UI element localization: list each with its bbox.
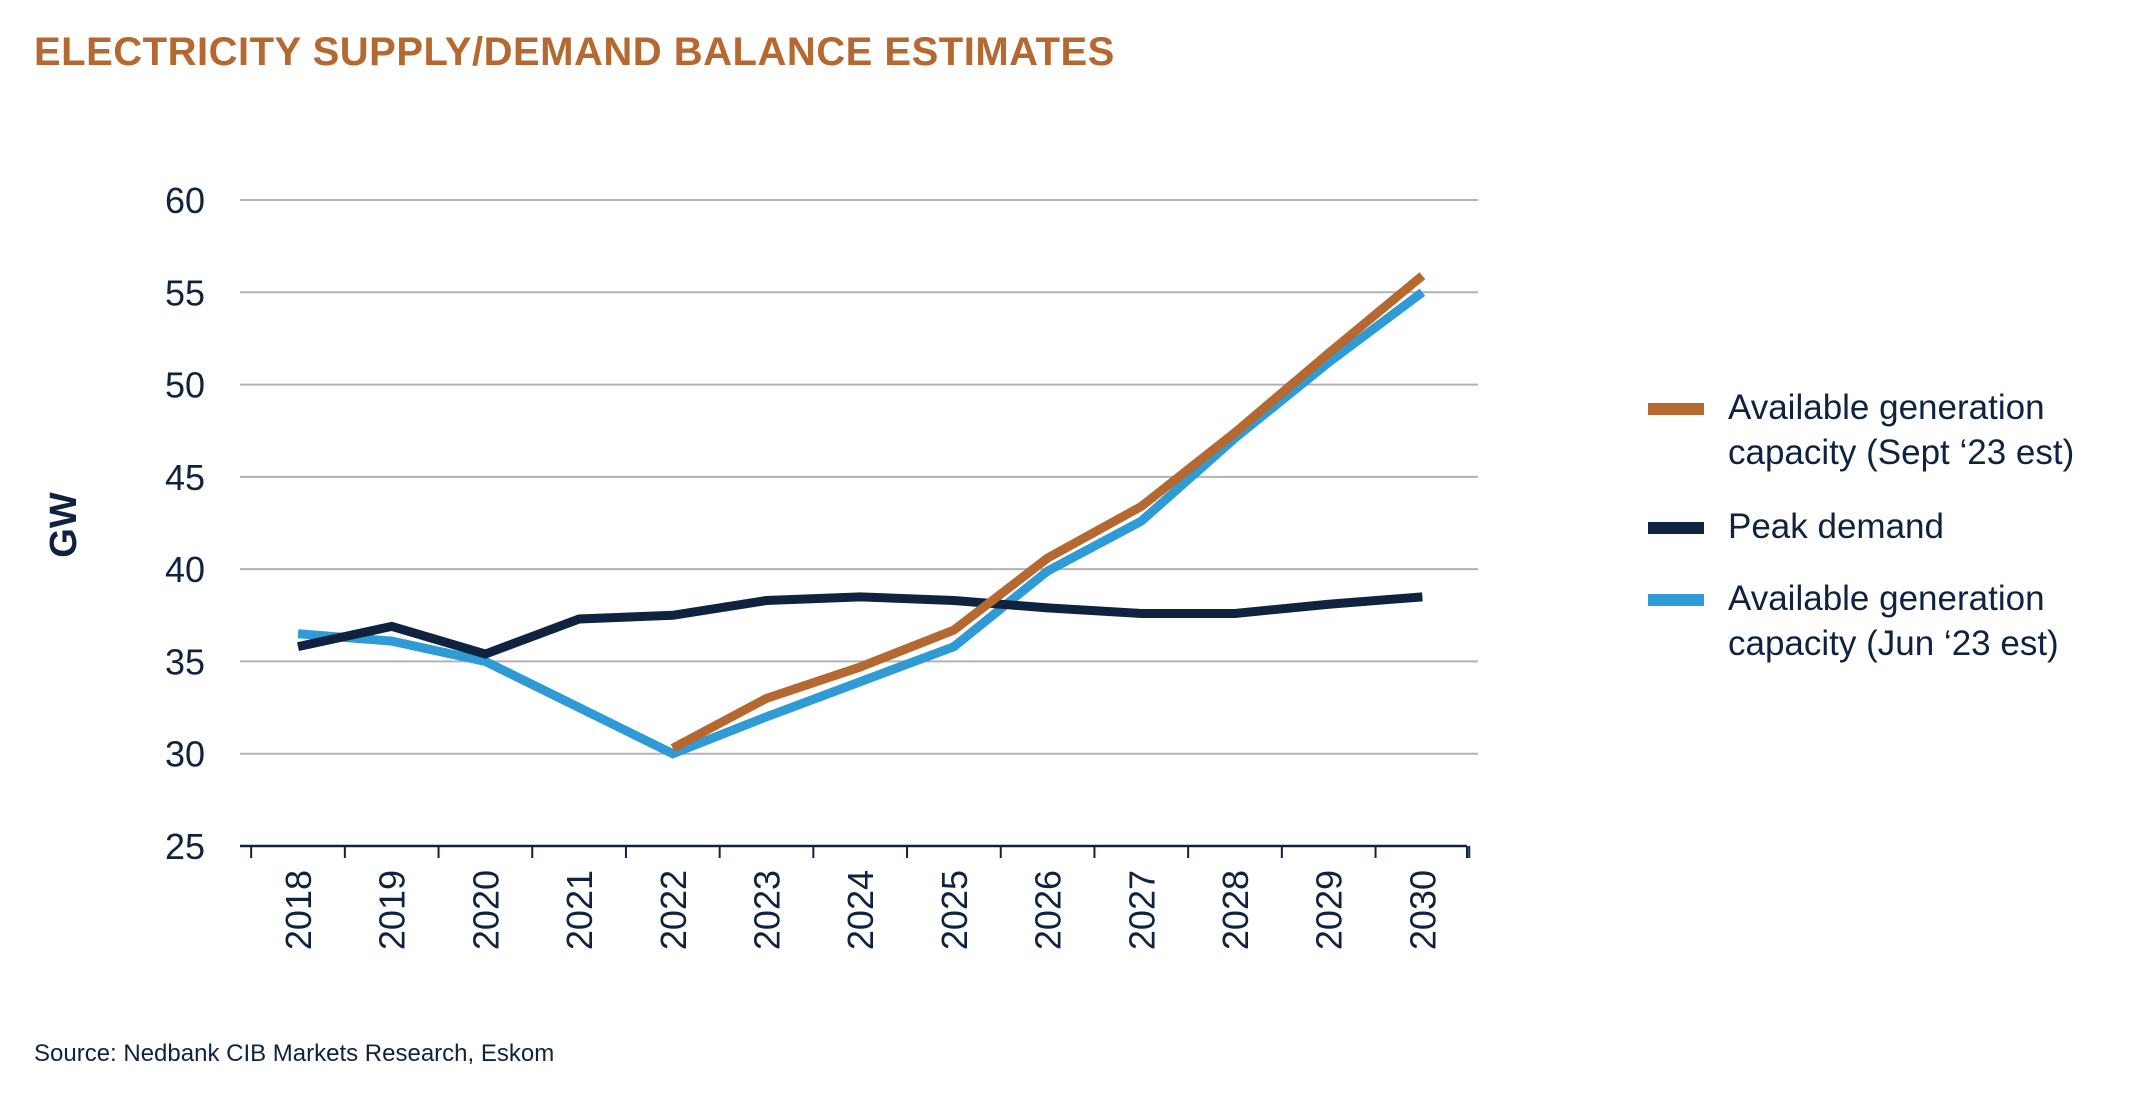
legend-swatch	[1648, 403, 1704, 415]
x-tick-label: 2020	[465, 870, 506, 950]
x-tick-label: 2030	[1402, 870, 1443, 950]
x-tick-label: 2021	[559, 870, 600, 950]
series-line-0	[670, 272, 1426, 753]
y-axis-label: GW	[43, 492, 85, 558]
x-tick-label: 2018	[278, 870, 319, 950]
series-line-1	[297, 592, 1423, 659]
chart-title: ELECTRICITY SUPPLY/DEMAND BALANCE ESTIMA…	[34, 30, 1115, 74]
line-chart: 25 30 35 40 45 50 55 60 2018 2019 2020 2021 2022 2023…	[43, 180, 1478, 950]
y-tick-label: 30	[165, 734, 205, 775]
y-tick-label: 50	[165, 365, 205, 406]
x-tick-label: 2024	[840, 870, 881, 950]
y-tick-label: 60	[165, 180, 205, 221]
x-tick-label: 2025	[934, 870, 975, 950]
x-tick-label: 2029	[1309, 870, 1350, 950]
y-tick-label: 55	[165, 272, 205, 313]
x-tick-label: 2026	[1028, 870, 1069, 950]
legend-label: Available generation capacity (Sept ‘23 …	[1728, 388, 2075, 472]
source-note: Source: Nedbank CIB Markets Research, Es…	[34, 1040, 555, 1067]
x-tick-label: 2023	[747, 870, 788, 950]
legend-swatch	[1648, 522, 1704, 534]
legend-item-jun-capacity: Available generation capacity (Jun ‘23 e…	[1648, 576, 2128, 666]
legend-swatch	[1648, 594, 1704, 606]
legend-item-sept-capacity: Available generation capacity (Sept ‘23 …	[1648, 385, 2128, 475]
x-tick-label: 2028	[1215, 870, 1256, 950]
legend-label: Available generation capacity (Jun ‘23 e…	[1728, 579, 2059, 663]
y-tick-label: 35	[165, 641, 205, 682]
x-tick-label: 2019	[372, 870, 413, 950]
series-line-2	[297, 288, 1426, 759]
y-tick-label: 45	[165, 457, 205, 498]
legend-item-peak-demand: Peak demand	[1648, 504, 2128, 549]
y-tick-label: 25	[165, 826, 205, 867]
x-tick-label: 2022	[653, 870, 694, 950]
y-tick-label: 40	[165, 549, 205, 590]
legend-label: Peak demand	[1728, 507, 1944, 546]
x-tick-label: 2027	[1121, 870, 1162, 950]
